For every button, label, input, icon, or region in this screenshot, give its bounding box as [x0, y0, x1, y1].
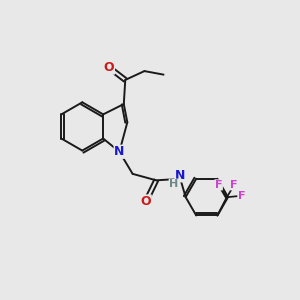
Text: N: N — [114, 145, 124, 158]
Text: O: O — [104, 61, 114, 74]
Text: H: H — [169, 179, 178, 189]
Text: F: F — [230, 180, 238, 190]
Text: O: O — [141, 195, 151, 208]
Text: F: F — [238, 191, 245, 201]
Text: N: N — [175, 169, 185, 182]
Text: F: F — [215, 180, 222, 190]
